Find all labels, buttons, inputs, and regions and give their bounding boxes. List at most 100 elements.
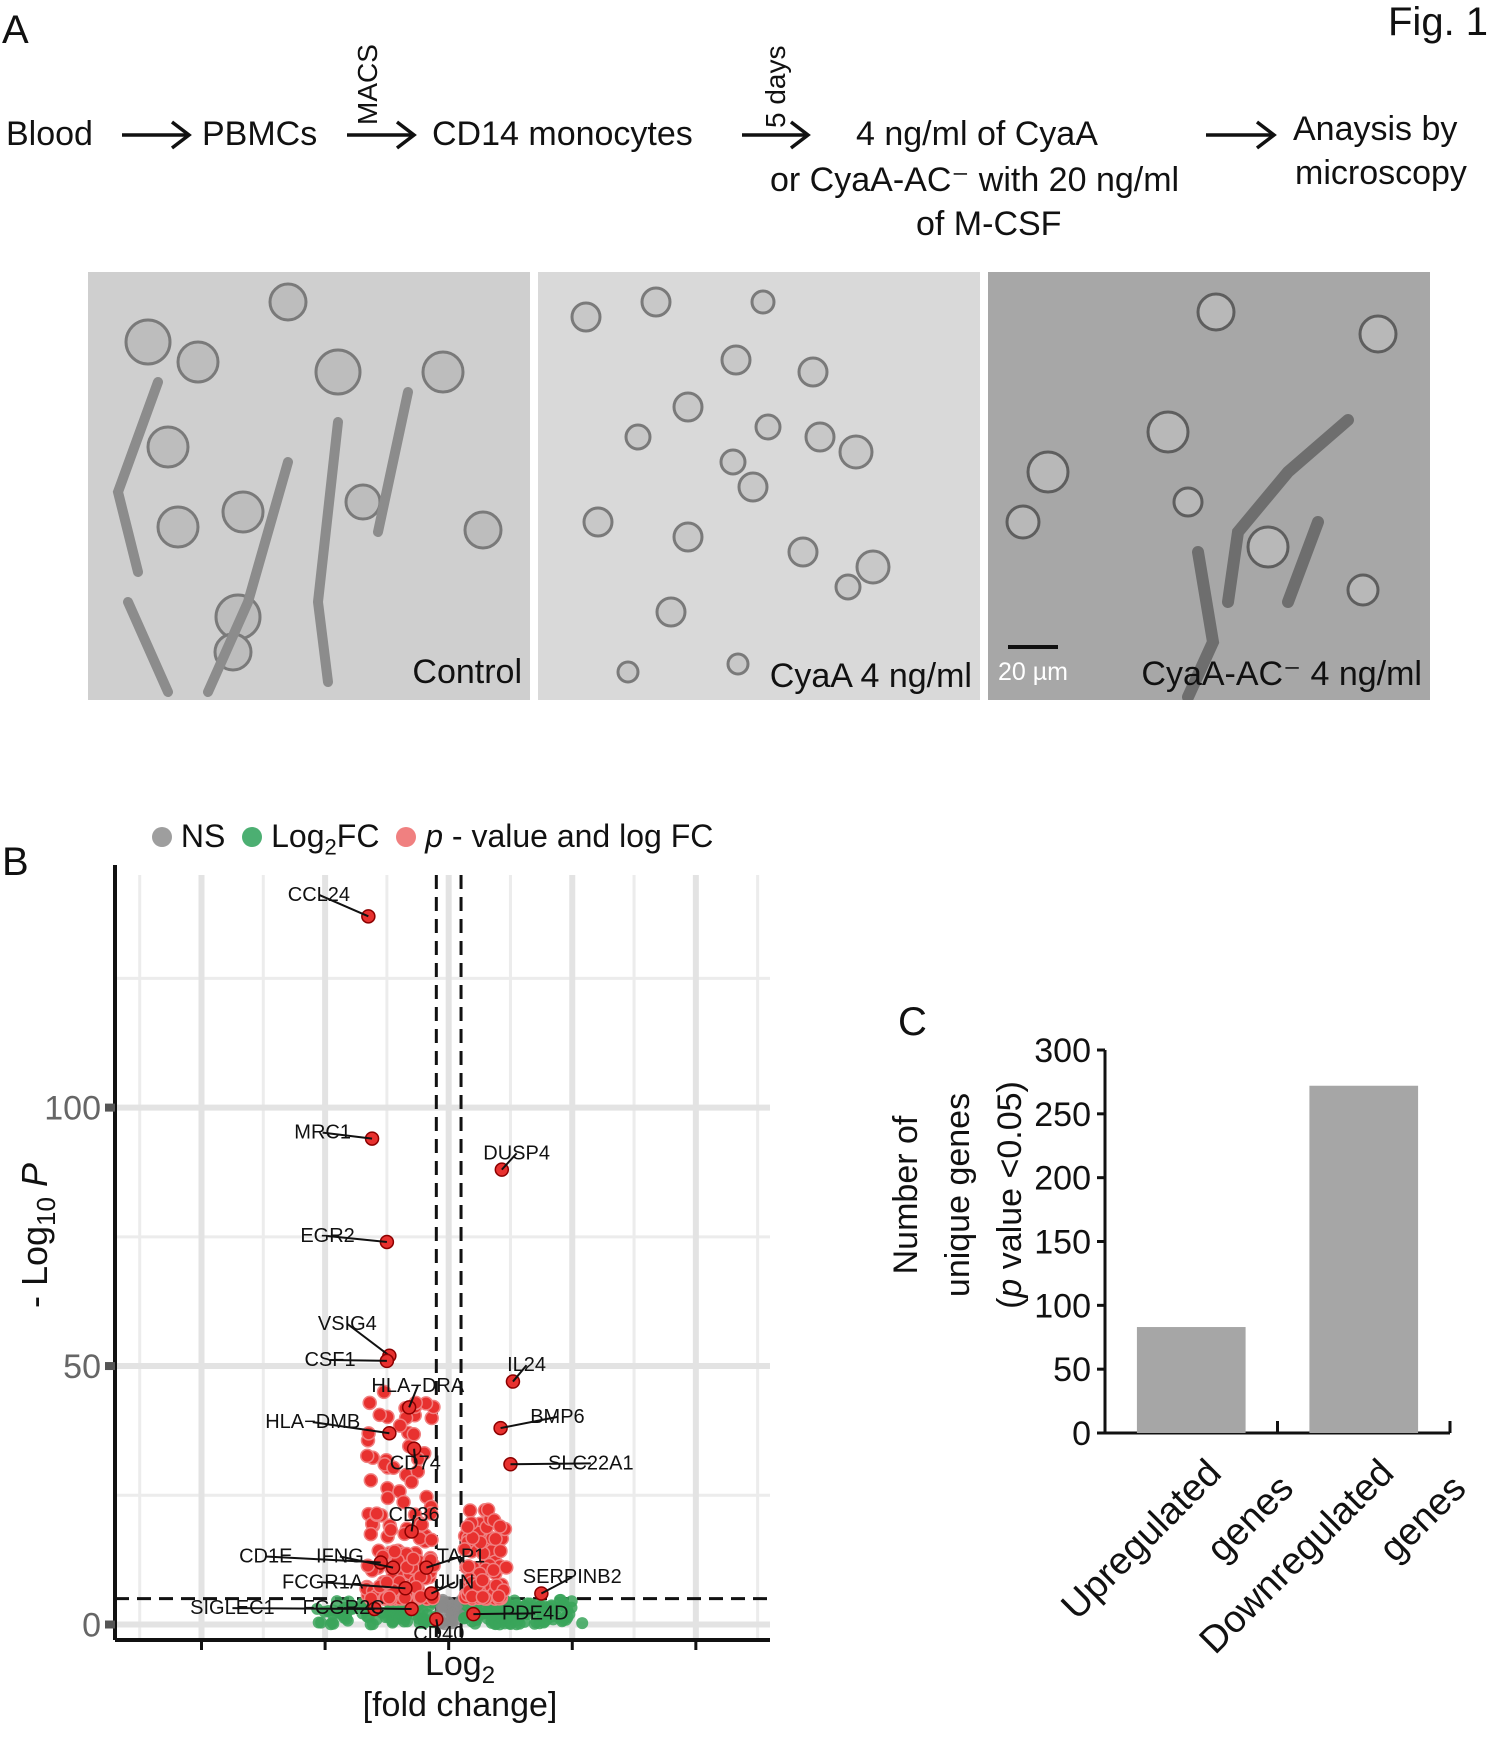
gene-connector bbox=[430, 1581, 456, 1595]
cells-image bbox=[1005, 292, 1398, 700]
gene-label: BMP6 bbox=[530, 1406, 584, 1428]
cells-image bbox=[112, 282, 503, 697]
gene-connector bbox=[426, 1555, 462, 1569]
y-tick-label: 50 bbox=[1053, 1351, 1091, 1389]
point-significant bbox=[493, 1543, 508, 1559]
gene-connector bbox=[501, 1152, 518, 1171]
panel-a-letter: A bbox=[2, 8, 29, 52]
point-ns bbox=[330, 1595, 343, 1608]
gene-connector bbox=[500, 1415, 558, 1430]
point-ns bbox=[416, 1604, 429, 1617]
point-significant bbox=[410, 1464, 426, 1479]
micro-image-control: Control bbox=[88, 272, 530, 700]
gene-connector bbox=[343, 1607, 412, 1610]
gene-label: HLA−DMB bbox=[265, 1411, 360, 1433]
flow-treatment-line3: of M-CSF bbox=[916, 205, 1062, 243]
point-significant bbox=[486, 1562, 501, 1578]
gene-connector bbox=[322, 1131, 373, 1140]
point-significant bbox=[457, 1542, 472, 1557]
gene-point bbox=[361, 909, 376, 924]
point-significant bbox=[404, 1474, 419, 1490]
point-significant bbox=[499, 1560, 514, 1575]
legend-pvalue-marker bbox=[396, 827, 417, 847]
gene-label: IL24 bbox=[507, 1354, 546, 1376]
point-significant bbox=[488, 1531, 503, 1547]
gene-connector bbox=[408, 1385, 419, 1408]
point-significant bbox=[424, 1532, 439, 1548]
gene-label: SLC22A1 bbox=[548, 1452, 634, 1474]
point-significant bbox=[460, 1519, 475, 1535]
point-ns bbox=[449, 1599, 462, 1612]
gene-label: SERPINB2 bbox=[523, 1566, 622, 1588]
gene-connector bbox=[540, 1576, 573, 1595]
image-label: CyaA-AC⁻ 4 ng/ml bbox=[1141, 655, 1422, 693]
gene-label: SIGLEC1 bbox=[190, 1597, 274, 1619]
scale-bar-label: 20 µm bbox=[998, 658, 1068, 686]
gene-point bbox=[401, 1400, 417, 1415]
point-significant bbox=[383, 1522, 399, 1538]
point-significant bbox=[392, 1418, 408, 1433]
gene-label: MRC1 bbox=[294, 1122, 351, 1144]
point-significant bbox=[475, 1572, 490, 1588]
flow-pbmcs: PBMCs bbox=[202, 115, 318, 153]
gene-label: PDE4D bbox=[502, 1602, 569, 1624]
gene-connector bbox=[339, 1555, 394, 1569]
point-significant bbox=[461, 1559, 476, 1574]
y-tick-label: 150 bbox=[1034, 1224, 1091, 1262]
y-tick-label: 50 bbox=[63, 1348, 101, 1386]
volcano-plot: CCL24 MRC1 DUSP4 EGR2 VSIG4 CSF1 IL24 HLA−DRA BM… bbox=[44, 865, 770, 1650]
gene-label: TAP1 bbox=[437, 1545, 486, 1567]
point-significant bbox=[359, 1448, 375, 1464]
legend-log2fc-label: Log2FC bbox=[271, 818, 380, 860]
point-significant bbox=[414, 1517, 430, 1532]
point-significant bbox=[491, 1589, 506, 1604]
point-ns bbox=[541, 1601, 554, 1614]
arrow-icon bbox=[1206, 120, 1277, 150]
y-tick-label: 100 bbox=[1034, 1287, 1091, 1325]
flow-cd14: CD14 monocytes bbox=[432, 115, 693, 153]
gene-label: CD36 bbox=[389, 1504, 440, 1526]
arrow-icon bbox=[742, 120, 811, 150]
gene-connector bbox=[410, 1514, 416, 1532]
bar bbox=[1309, 1085, 1419, 1433]
gene-connector bbox=[346, 1323, 390, 1357]
point-significant bbox=[372, 1407, 387, 1423]
gene-label: CCL24 bbox=[288, 884, 350, 906]
gene-label: CD74 bbox=[390, 1452, 441, 1474]
point-ns bbox=[418, 1616, 431, 1629]
point-ns bbox=[565, 1595, 578, 1608]
point-significant bbox=[386, 1460, 401, 1476]
gene-label: CD1E bbox=[239, 1545, 292, 1567]
panel-b-letter: B bbox=[2, 840, 29, 884]
y-tick-label: 200 bbox=[1034, 1160, 1091, 1198]
point-significant bbox=[406, 1427, 422, 1442]
micro-image-cyaa: CyaA 4 ng/ml bbox=[538, 272, 980, 700]
y-tick-label: 0 bbox=[1072, 1415, 1091, 1453]
point-significant bbox=[423, 1506, 439, 1521]
gene-labels: CCL24 MRC1 DUSP4 EGR2 VSIG4 CSF1 IL24 HLA−DRA BM… bbox=[190, 884, 633, 1645]
panel-c-letter: C bbox=[898, 1000, 927, 1044]
arrow-icon bbox=[122, 120, 192, 150]
point-significant bbox=[475, 1589, 491, 1605]
gene-connector bbox=[512, 1364, 528, 1383]
image-label: CyaA 4 ng/ml bbox=[769, 657, 972, 695]
arrow-icon bbox=[347, 120, 417, 150]
point-significant bbox=[382, 1590, 397, 1605]
point-significant bbox=[379, 1575, 394, 1590]
flow-analysis-line1: Anaysis by bbox=[1293, 110, 1458, 148]
cells-image bbox=[570, 286, 891, 684]
flow-analysis-line2: microscopy bbox=[1295, 154, 1467, 192]
point-significant bbox=[363, 1526, 379, 1542]
point-ns bbox=[556, 1615, 569, 1628]
point-significant bbox=[369, 1506, 384, 1521]
image-label: Control bbox=[412, 653, 522, 691]
point-ns bbox=[342, 1595, 355, 1608]
gene-connector bbox=[318, 893, 369, 918]
volcano-x-axis-label: Log2 [fold change] bbox=[362, 1645, 558, 1724]
flow-arrows bbox=[122, 120, 1277, 150]
point-ns bbox=[435, 1602, 448, 1615]
point-significant bbox=[492, 1519, 508, 1534]
point-ns bbox=[448, 1614, 461, 1627]
